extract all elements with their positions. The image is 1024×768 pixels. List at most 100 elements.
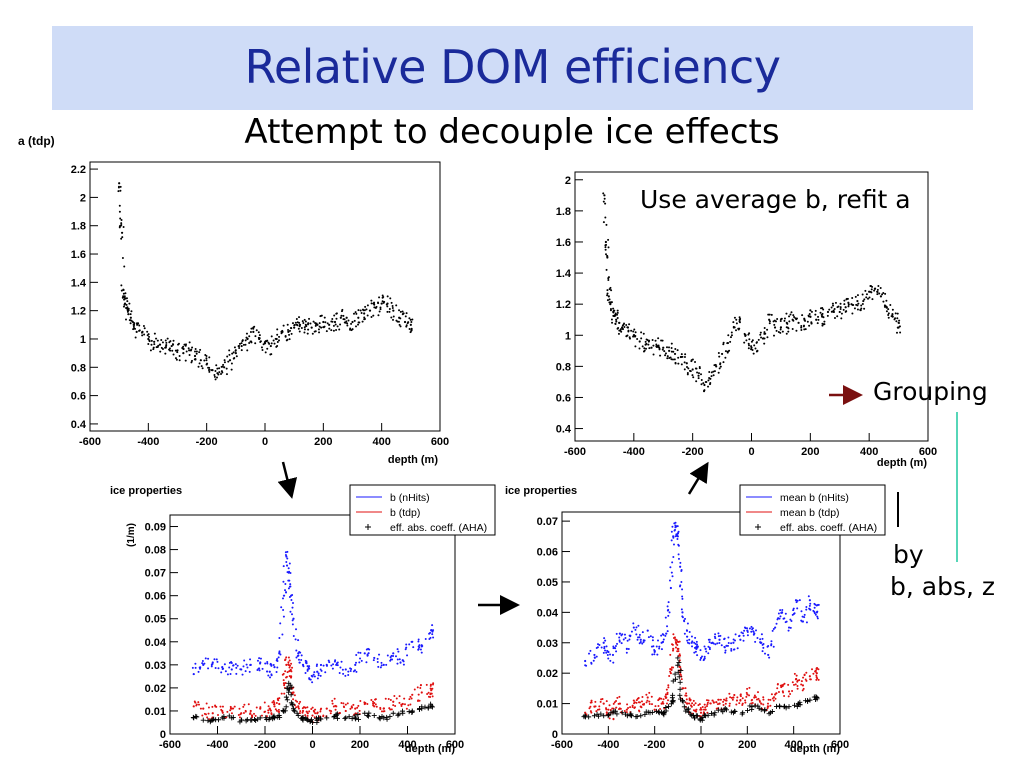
data-point [284,551,287,554]
data-point [861,302,864,305]
data-point [207,706,210,709]
data-point [612,310,615,314]
x-tick-label: -200 [254,739,276,751]
data-point [292,698,295,701]
data-point [346,324,349,327]
data-point [658,645,661,648]
data-point [704,708,707,711]
data-point [122,226,125,229]
data-point [392,309,395,312]
data-point [122,288,125,291]
data-point [234,352,237,355]
data-point [623,633,626,636]
data-point [668,356,671,359]
data-point [808,604,811,607]
data-point [264,716,270,722]
data-point [248,717,254,723]
data-point [378,296,381,299]
data-point [320,326,323,329]
data-point [299,710,302,713]
data-point [339,666,342,669]
data-point [732,638,735,641]
data-point [284,335,287,338]
data-point [259,706,262,709]
data-point [242,343,245,346]
data-point [899,331,902,334]
data-point [297,327,300,330]
data-point [735,699,738,702]
data-point [311,714,314,717]
data-point [653,708,659,714]
data-point [274,708,277,711]
data-point [242,665,245,668]
data-point [696,654,699,657]
data-point [876,293,879,296]
y-tick-label: 0.05 [537,577,558,589]
data-point [178,355,181,358]
data-point [380,664,383,667]
data-point [147,337,150,341]
data-point [290,332,293,335]
data-point [306,706,309,709]
data-point [677,692,683,698]
data-point [231,352,234,355]
data-point [400,710,406,716]
data-point [672,649,675,652]
data-point [681,588,684,591]
data-point [661,701,664,704]
data-point [617,332,620,335]
data-point [679,561,682,564]
title-bar: Relative DOM efficiency [52,26,973,110]
data-point [418,699,421,702]
data-point [272,663,275,666]
data-point [324,321,327,324]
data-point [756,349,759,352]
data-point [127,313,130,316]
plot-ice-mean: -600 -400 -200 0 200 400 60000.010.020.030.040… [505,484,886,755]
data-point [726,341,730,345]
data-point [693,704,696,707]
data-point [668,349,671,352]
data-point [264,340,267,343]
data-point [686,372,689,375]
data-point [718,355,721,358]
data-point [311,706,314,709]
data-point [887,308,890,311]
data-point [425,705,431,711]
data-point [126,300,129,303]
y-tick-label: 1.8 [556,206,571,218]
data-point [207,712,210,715]
data-point [836,306,839,309]
data-point [676,640,679,643]
data-point [287,567,290,570]
data-point [404,648,407,651]
x-tick-label: 200 [351,739,369,751]
data-point [622,638,625,641]
data-point [661,348,664,351]
data-point [629,706,632,709]
data-point [800,328,803,331]
x-tick-label: 0 [262,436,268,448]
data-point [304,671,307,674]
data-point [293,323,296,326]
data-point [701,655,704,658]
data-point [354,663,357,666]
y-tick-label: 0.06 [537,547,558,559]
data-point [300,717,306,723]
data-point [292,617,295,620]
data-point [632,330,635,333]
legend-marker [755,524,761,530]
data-point [780,684,784,687]
data-point [809,309,812,312]
data-point [894,317,897,320]
data-point [690,705,693,708]
data-point [378,310,381,313]
plot-a-tdp: -600 -400 -200 0 200 400 6000.40.60.811.21.41.… [18,134,449,466]
data-point [618,321,621,324]
data-point [399,310,402,313]
y-tick-label: 1 [80,334,86,346]
data-point [648,339,651,342]
data-point [359,699,362,702]
data-point [276,666,279,669]
data-point [143,327,146,330]
